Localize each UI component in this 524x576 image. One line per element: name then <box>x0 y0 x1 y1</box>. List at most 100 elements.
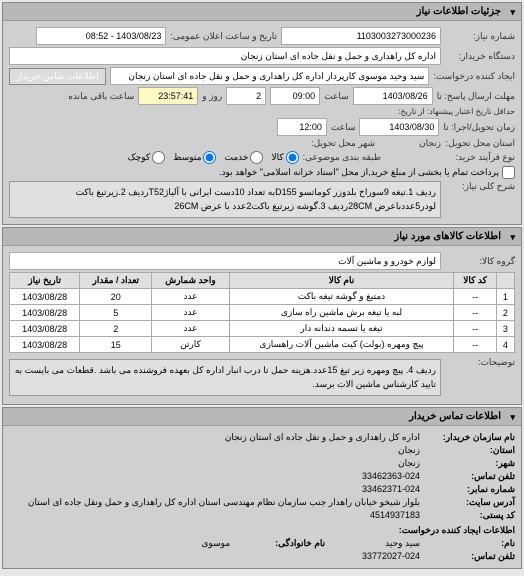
goods-header: ▾ اطلاعات کالاهای مورد نیاز <box>3 228 521 246</box>
time-label-2: ساعت <box>331 122 356 133</box>
table-cell: -- <box>454 337 496 353</box>
province-value: زنجان <box>398 445 420 456</box>
table-row: 1--دمتیغ و گوشه تیغه باکتعدد201403/08/28 <box>10 289 515 305</box>
large-radio[interactable] <box>286 151 299 164</box>
table-cell: 1403/08/28 <box>10 321 80 337</box>
phone-value: 33462363-024 <box>362 471 420 482</box>
size-radio-group: کالا خدمت متوسط کوچک <box>128 151 299 164</box>
prepay-label: پرداخت تمام یا بخشی از مبلغ خرید,از محل … <box>219 167 499 178</box>
requester-label: ایجاد کننده درخواست: <box>433 71 515 82</box>
goods-table: کد کالانام کالاواحد شمارشتعداد / مقدارتا… <box>9 272 515 353</box>
small-radio[interactable] <box>152 151 165 164</box>
city-label: شهر محل تحویل: <box>305 138 375 149</box>
medium-radio-item[interactable]: متوسط <box>173 151 216 164</box>
delivery-date: 1403/08/30 <box>359 118 439 136</box>
deadline-label: مهلت ارسال پاسخ: تا <box>437 91 515 102</box>
table-cell: -- <box>454 305 496 321</box>
surname-value: موسوی <box>201 538 230 549</box>
desc-label: شرح کلی نیاز: <box>445 181 515 192</box>
table-cell: 15 <box>80 337 152 353</box>
collapse-icon-2[interactable]: ▾ <box>505 232 515 242</box>
phone-label: تلفن تماس: <box>420 471 515 482</box>
org-label: نام سازمان خریدار: <box>420 432 515 443</box>
province-label: استان: <box>420 445 515 456</box>
services-radio-item[interactable]: خدمت <box>224 151 263 164</box>
services-radio[interactable] <box>250 151 263 164</box>
table-header-cell: تعداد / مقدار <box>80 273 152 289</box>
surname-label: نام خانوادگی: <box>230 538 325 549</box>
req-num-field: 1103003273000236 <box>281 27 441 45</box>
goods-header-text: اطلاعات کالاهای مورد نیاز <box>394 231 501 242</box>
notes-text: ردیف 4. پیچ ومهره زیر تیغ 15عدد.هزینه حم… <box>9 359 441 396</box>
prepay-checkbox[interactable] <box>502 166 515 179</box>
table-cell: 5 <box>80 305 152 321</box>
table-cell: 1 <box>496 289 514 305</box>
table-cell: عدد <box>152 321 229 337</box>
time-label-1: ساعت <box>324 91 349 102</box>
main-header-text: جزئیات اطلاعات نیاز <box>417 6 501 17</box>
requester-field: سید وحید موسوی کارپرداز اداره کل راهداری… <box>110 67 430 85</box>
announce-label: تاریخ و ساعت اعلان عمومی: <box>170 31 277 42</box>
contact-phone-label: تلفن تماس: <box>420 551 515 562</box>
doc-label: طبقه بندی موضوعی: <box>303 152 381 163</box>
address-value: بلوار شیخو خیابان راهدار جنب سازمان نظام… <box>28 497 420 508</box>
table-row: 4--پیچ ومهره (بولت) کیت ماشین آلات راهسا… <box>10 337 515 353</box>
table-cell: 3 <box>496 321 514 337</box>
table-cell: پیچ ومهره (بولت) کیت ماشین آلات راهسازی <box>229 337 454 353</box>
creator-header: اطلاعات ایجاد کننده درخواست: <box>399 525 515 536</box>
buyer-label: دستگاه خریدار: <box>445 51 515 62</box>
city-label-2: شهر: <box>420 458 515 469</box>
fax-label: شماره نمابر: <box>420 484 515 495</box>
deadline-time: 09:00 <box>270 87 320 105</box>
group-field: لوازم خودرو و ماشین آلات <box>9 252 441 270</box>
name-value: سید وحید <box>385 538 420 549</box>
medium-radio[interactable] <box>203 151 216 164</box>
name-label: نام: <box>420 538 515 549</box>
table-cell: -- <box>454 289 496 305</box>
table-row: 2--لبه یا تیغه برش ماشین راه سازیعدد5140… <box>10 305 515 321</box>
days-value: 2 <box>226 87 266 105</box>
table-cell: -- <box>454 321 496 337</box>
contact-phone-value: 33772027-024 <box>362 551 420 562</box>
deadline-date: 1403/08/26 <box>353 87 433 105</box>
buyer-field: اداره کل راهداری و حمل و نقل جاده ای است… <box>9 47 441 65</box>
collapse-icon[interactable]: ▾ <box>505 7 515 17</box>
place-value: زنجان <box>419 138 441 149</box>
address-label: آدرس سایت: <box>420 497 515 508</box>
validity-label: حداقل تاریخ اعتبار پیشنهاد: از تاریخ: <box>398 107 515 116</box>
days-label: روز و <box>202 91 222 102</box>
table-header-cell: واحد شمارش <box>152 273 229 289</box>
table-header-cell <box>496 273 514 289</box>
desc-text: ردیف 1.تیغه 9سوراخ بلدوزر کوماتسو D155به… <box>9 181 441 218</box>
remain-label: ساعت باقی مانده <box>68 91 134 102</box>
table-cell: لبه یا تیغه برش ماشین راه سازی <box>229 305 454 321</box>
collapse-icon-3[interactable]: ▾ <box>505 412 515 422</box>
table-cell: دمتیغ و گوشه تیغه باکت <box>229 289 454 305</box>
announce-field: 1403/08/23 - 08:52 <box>36 27 166 45</box>
delivery-label: زمان تحویل/اجرا: تا <box>443 122 515 133</box>
table-cell: عدد <box>152 289 229 305</box>
table-cell: 20 <box>80 289 152 305</box>
fax-value: 33462371-024 <box>362 484 420 495</box>
place-label: استان محل تحویل: <box>445 138 515 149</box>
group-label: گروه کالا: <box>445 256 515 267</box>
table-header-cell: تاریخ نیاز <box>10 273 80 289</box>
table-cell: 2 <box>80 321 152 337</box>
main-header: ▾ جزئیات اطلاعات نیاز <box>3 3 521 21</box>
table-cell: 4 <box>496 337 514 353</box>
small-radio-item[interactable]: کوچک <box>128 151 166 164</box>
table-cell: کارتن <box>152 337 229 353</box>
file-label: نوع فرآيند خرید: <box>445 152 515 163</box>
postal-label: کد پستی: <box>420 510 515 521</box>
table-header-cell: نام کالا <box>229 273 454 289</box>
large-radio-item[interactable]: کالا <box>271 151 298 164</box>
org-value: اداره کل راهداری و حمل و نقل جاده ای است… <box>225 432 420 443</box>
contact-header-text: اطلاعات تماس خریدار <box>409 411 501 422</box>
table-cell: 1403/08/28 <box>10 337 80 353</box>
remain-time: 23:57:41 <box>138 87 198 105</box>
table-cell: عدد <box>152 305 229 321</box>
table-row: 3--تیغه یا تسمه دندانه دارعدد21403/08/28 <box>10 321 515 337</box>
contact-button[interactable]: اطلاعات تماس خریدار <box>9 68 106 85</box>
table-cell: 1403/08/28 <box>10 305 80 321</box>
city-value: زنجان <box>398 458 420 469</box>
